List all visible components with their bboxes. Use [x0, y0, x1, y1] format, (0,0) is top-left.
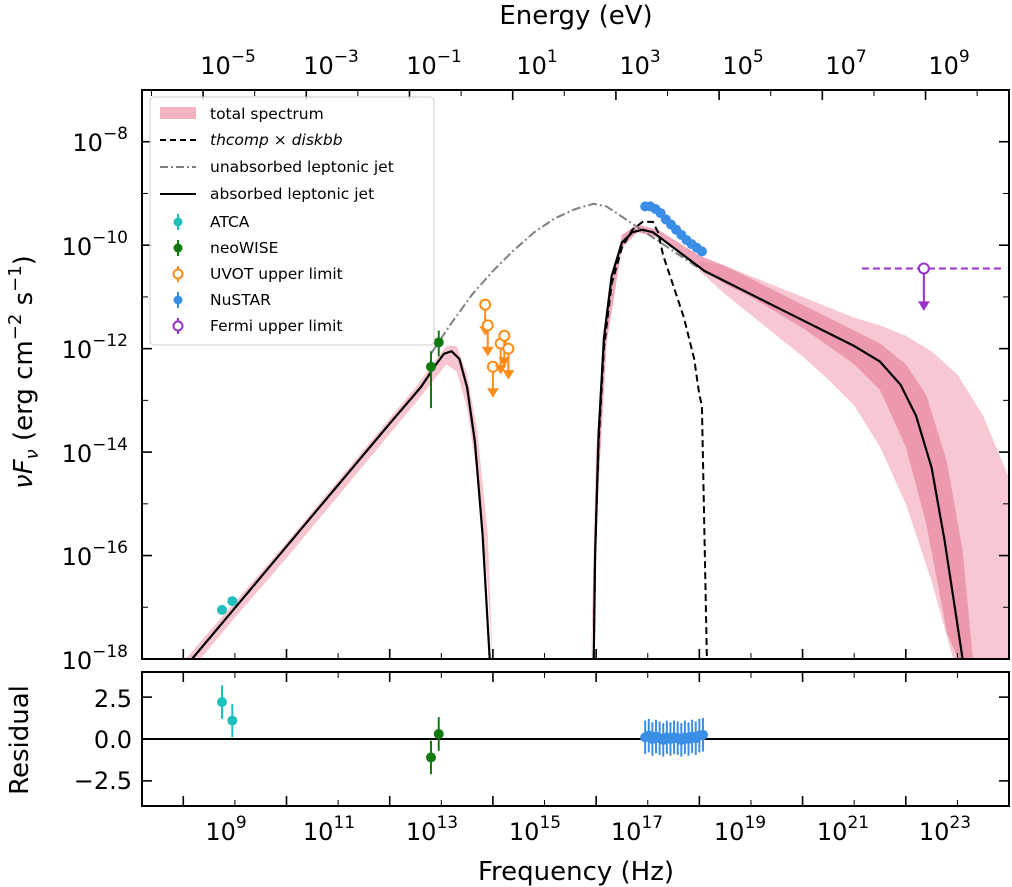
curve-absorbed-leptonic-jet	[190, 349, 491, 659]
x-tick-label: 1017	[611, 813, 663, 846]
residual-tick-label: 2.5	[94, 685, 132, 713]
neowise-point	[433, 337, 444, 348]
nustar-point	[696, 246, 707, 257]
top-tick-label: 10−3	[303, 47, 359, 80]
residual-point	[227, 715, 238, 726]
legend-marker-fermi	[172, 320, 184, 332]
y-tick-label: 10−18	[62, 642, 128, 675]
legend-swatch-total-spectrum	[160, 107, 196, 119]
residual-tick-label: 0.0	[94, 726, 132, 754]
x-tick-label: 1013	[406, 813, 458, 846]
x-tick-label: 109	[205, 813, 246, 846]
y-tick-label: 10−12	[62, 331, 128, 364]
band-synchrotron	[185, 346, 493, 659]
neowise-point	[426, 361, 436, 372]
fermi-upper-limit-point	[917, 262, 930, 275]
top-tick-label: 107	[825, 47, 866, 80]
residual-y-axis-label: Residual	[5, 685, 35, 795]
legend-label: neoWISE	[210, 239, 278, 257]
y-tick-label: 10−10	[62, 228, 128, 261]
legend-marker-nustar	[173, 295, 183, 305]
curve-total-absorbed-jet-disk-	[592, 228, 964, 659]
y-tick-label: 10−8	[72, 124, 128, 157]
top-axis-label: Energy (eV)	[499, 1, 652, 31]
legend-label: absorbed leptonic jet	[210, 185, 374, 203]
band-high-energy-inner	[591, 224, 973, 659]
x-tick-label: 1023	[919, 813, 971, 846]
legend-label: unabsorbed leptonic jet	[210, 158, 394, 176]
x-axis-label: Frequency (Hz)	[478, 857, 674, 887]
legend-label: ATCA	[210, 213, 250, 231]
residual-nustar-point	[697, 729, 708, 740]
atca-point	[216, 604, 227, 615]
residual-tick-label: −2.5	[74, 767, 132, 795]
top-tick-label: 105	[722, 47, 763, 80]
legend-frame	[149, 96, 435, 346]
residual-plot-area	[142, 685, 1009, 775]
band-high-energy-outer	[699, 260, 1009, 659]
uvot-upper-limit-point	[502, 342, 515, 355]
main-y-axis-label: νFν (erg cm−2 s−1)	[5, 255, 43, 489]
legend-label: Fermi upper limit	[210, 317, 342, 335]
top-tick-label: 101	[516, 47, 557, 80]
legend-label: UVOT upper limit	[210, 265, 343, 283]
x-tick-label: 1011	[303, 813, 355, 846]
y-tick-label: 10−16	[62, 538, 128, 571]
main-y-tick-labels: 10−8 10−10 10−12 10−14 10−16 10−18	[62, 124, 128, 675]
legend-label: thcomp × diskbb	[210, 131, 343, 149]
x-tick-label: 1015	[509, 813, 561, 846]
residual-point	[216, 697, 227, 708]
legend-marker-atca	[173, 217, 183, 227]
y-tick-label: 10−14	[62, 435, 128, 468]
top-tick-label: 10−5	[200, 47, 256, 80]
legend-marker-neowise	[173, 243, 183, 253]
uvot-upper-limit-point	[479, 298, 492, 311]
main-axes-frame	[141, 89, 1010, 660]
upper-limit-arrowhead	[502, 370, 515, 380]
residual-point	[426, 752, 436, 763]
residual-point	[433, 728, 444, 739]
top-tick-label: 10−1	[406, 47, 462, 80]
upper-limit-arrowhead	[494, 364, 507, 375]
main-plot-area	[185, 201, 1009, 659]
upper-limit-arrowhead	[917, 301, 930, 311]
uvot-upper-limit-point	[481, 319, 494, 332]
top-tick-label: 103	[619, 47, 660, 80]
legend-label: total spectrum	[210, 105, 324, 123]
upper-limit-arrowhead	[481, 346, 494, 357]
x-tick-label: 1019	[714, 813, 766, 846]
legend-marker-uvot	[172, 268, 184, 280]
x-tick-label: 1021	[817, 813, 869, 846]
upper-limit-arrowhead	[487, 388, 499, 398]
legend-label: NuSTAR	[210, 291, 271, 309]
upper-limit-arrowhead	[498, 357, 511, 367]
residual-y-tick-labels: 2.5 0.0 −2.5	[74, 685, 132, 795]
uvot-upper-limit-point	[498, 329, 511, 342]
bottom-tick-labels: 109 1011 1013 1015 1017 1019 1021 1023	[205, 813, 971, 846]
top-tick-labels: 10−5 10−3 10−1 101 103 105 107 109	[200, 47, 969, 80]
atca-point	[227, 596, 238, 607]
curve-unabsorbed-leptonic-jet	[430, 202, 700, 355]
top-tick-label: 109	[928, 47, 969, 80]
legend: total spectrum thcomp × diskbb unabsorbe…	[149, 96, 435, 346]
